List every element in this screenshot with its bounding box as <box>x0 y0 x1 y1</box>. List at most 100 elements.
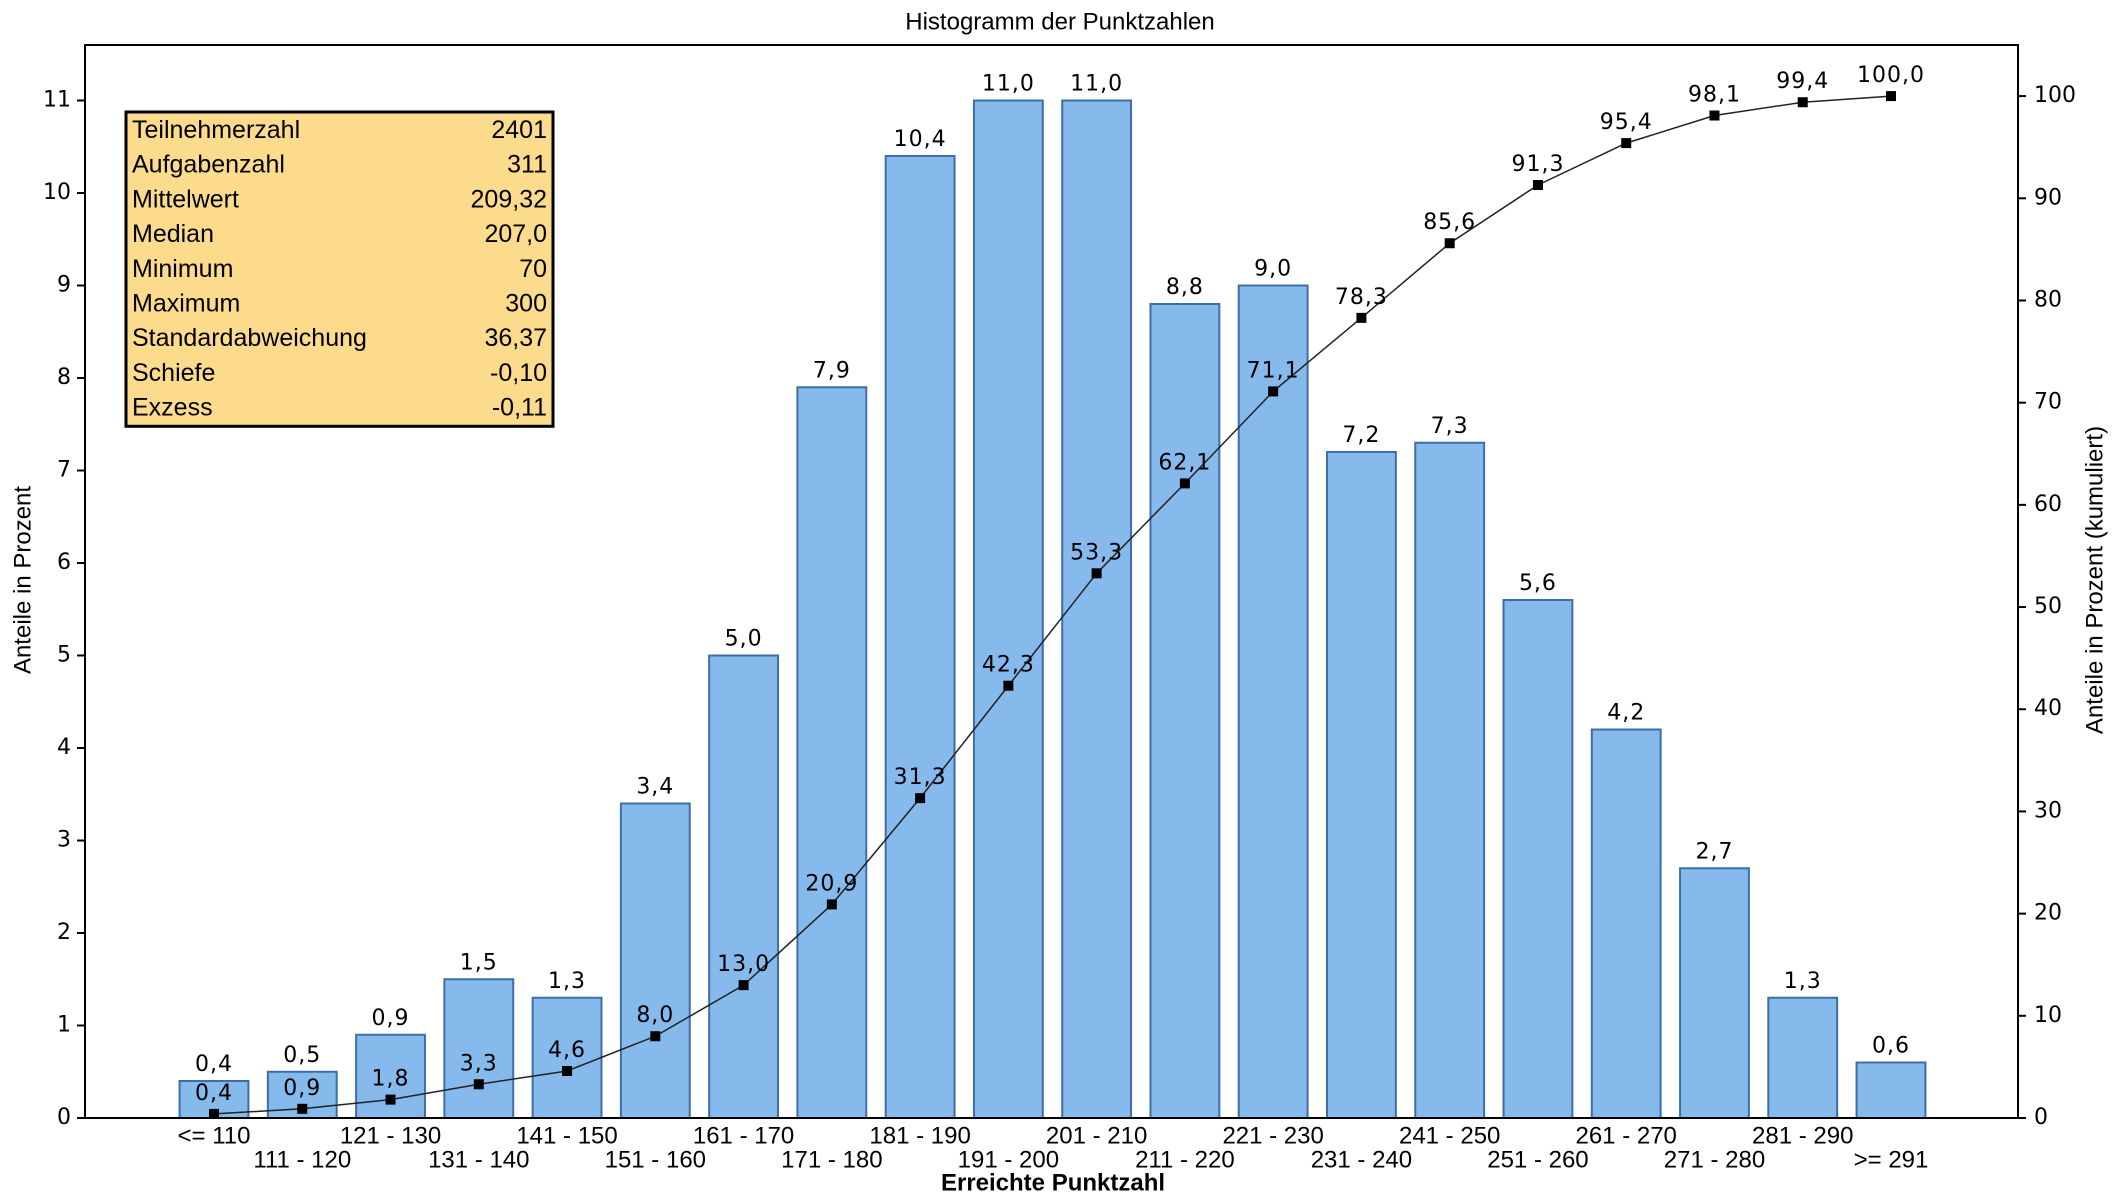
stats-value: 70 <box>519 255 547 283</box>
bar <box>1414 441 1486 1119</box>
bar-value-label: 11,0 <box>1070 72 1123 97</box>
bar <box>796 386 868 1119</box>
bar <box>531 996 603 1119</box>
x-tick-label: 261 - 270 <box>1575 1122 1676 1149</box>
cumulative-value-label: 85,6 <box>1423 210 1476 235</box>
x-tick-label: 231 - 240 <box>1311 1146 1412 1173</box>
stats-label: Standardabweichung <box>132 324 367 352</box>
cumulative-marker <box>826 899 837 910</box>
bar-value-label: 7,2 <box>1342 423 1380 448</box>
cumulative-value-label: 42,3 <box>982 653 1035 678</box>
stats-value: -0,10 <box>490 359 547 387</box>
stats-label: Median <box>132 220 214 248</box>
y-tick-label: 6 <box>57 550 71 575</box>
cumulative-marker <box>1268 386 1279 397</box>
cumulative-value-label: 53,3 <box>1070 540 1123 565</box>
cumulative-value-label: 71,1 <box>1247 358 1300 383</box>
y-tick-label: 3 <box>57 828 71 853</box>
y-tick-label: 10 <box>43 180 71 205</box>
bar-value-label: 11,0 <box>982 72 1035 97</box>
stats-label: Aufgabenzahl <box>132 151 285 179</box>
stats-value: 209,32 <box>471 185 547 213</box>
y2-tick-label: 90 <box>2034 185 2062 210</box>
x-tick-label: 171 - 180 <box>781 1146 882 1173</box>
bar-value-label: 2,7 <box>1695 839 1733 864</box>
x-tick-label: 121 - 130 <box>340 1122 441 1149</box>
cumulative-marker <box>1797 97 1808 108</box>
y2-axis-title: Anteile in Prozent (kumuliert) <box>2081 426 2108 734</box>
cumulative-marker <box>385 1094 396 1105</box>
cumulative-value-label: 13,0 <box>717 952 770 977</box>
plot-frame <box>84 44 2019 1119</box>
x-tick-label: 181 - 190 <box>869 1122 970 1149</box>
x-tick-label: 191 - 200 <box>958 1146 1059 1173</box>
bar-value-label: 3,4 <box>636 775 674 800</box>
cumulative-value-label: 0,9 <box>283 1076 321 1101</box>
x-tick-label: 221 - 230 <box>1222 1122 1323 1149</box>
stats-value: 36,37 <box>484 324 547 352</box>
y-tick-label: 11 <box>43 88 71 113</box>
bar <box>1679 867 1750 1119</box>
x-axis-title: Erreichte Punktzahl <box>941 1169 1165 1196</box>
x-tick-label: 271 - 280 <box>1664 1146 1765 1173</box>
cumulative-value-label: 95,4 <box>1600 110 1653 135</box>
bar-value-label: 10,4 <box>894 127 947 152</box>
bar <box>1502 599 1574 1119</box>
cumulative-value-label: 20,9 <box>805 871 858 896</box>
cumulative-value-label: 98,1 <box>1688 83 1741 108</box>
bar-value-label: 7,3 <box>1431 414 1469 439</box>
cumulative-value-label: 4,6 <box>548 1038 586 1063</box>
bar-value-label: 0,9 <box>372 1006 410 1031</box>
cumulative-value-label: 99,4 <box>1776 69 1829 94</box>
cumulative-marker <box>915 793 926 804</box>
y2-tick-label: 70 <box>2034 390 2062 415</box>
y2-tick-label: 20 <box>2034 901 2062 926</box>
y-tick-label: 8 <box>57 365 71 390</box>
stats-value: 207,0 <box>484 220 547 248</box>
cumulative-value-label: 0,4 <box>195 1081 233 1106</box>
bar <box>1061 99 1133 1119</box>
x-tick-label: 241 - 250 <box>1399 1122 1500 1149</box>
bar-value-label: 5,0 <box>725 627 763 652</box>
cumulative-marker <box>1003 680 1014 691</box>
cumulative-marker <box>473 1079 484 1090</box>
cumulative-marker <box>1532 180 1543 191</box>
bar-value-label: 0,5 <box>283 1043 321 1068</box>
x-tick-label: 211 - 220 <box>1135 1146 1235 1173</box>
cumulative-marker <box>1444 238 1455 249</box>
y2-tick-label: 80 <box>2034 287 2062 312</box>
cumulative-marker <box>650 1031 661 1042</box>
cumulative-marker <box>1886 91 1896 102</box>
stats-value: -0,11 <box>492 394 547 422</box>
bar <box>1767 996 1839 1119</box>
y-tick-label: 1 <box>57 1013 71 1038</box>
stats-label: Schiefe <box>132 359 215 387</box>
y2-tick-label: 30 <box>2034 798 2062 823</box>
y2-tick-label: 60 <box>2034 492 2062 517</box>
stats-label: Exzess <box>132 394 213 422</box>
x-tick-label: 131 - 140 <box>428 1146 529 1173</box>
bar <box>619 802 691 1119</box>
cumulative-value-label: 31,3 <box>894 765 947 790</box>
bar <box>1149 303 1221 1119</box>
y-tick-label: 4 <box>57 735 71 760</box>
bar-value-label: 1,3 <box>1784 969 1822 994</box>
bar-value-label: 0,6 <box>1872 1034 1910 1059</box>
bar <box>1325 451 1397 1119</box>
bar-value-label: 4,2 <box>1607 701 1645 726</box>
bar <box>972 99 1044 1119</box>
y-tick-label: 0 <box>57 1105 71 1130</box>
cumulative-value-label: 3,3 <box>460 1051 498 1076</box>
cumulative-value-label: 78,3 <box>1335 285 1388 310</box>
cumulative-marker <box>297 1103 308 1114</box>
stats-value: 2401 <box>491 116 547 144</box>
bar-value-label: 8,8 <box>1166 275 1204 300</box>
y-axis-title: Anteile in Prozent <box>9 486 36 674</box>
chart-title: Histogramm der Punktzahlen <box>905 8 1214 35</box>
cumulative-value-label: 62,1 <box>1158 450 1211 475</box>
cumulative-line <box>213 95 1892 1115</box>
bar <box>1855 1061 1927 1119</box>
x-tick-label: 151 - 160 <box>605 1146 706 1173</box>
cumulative-marker <box>738 980 749 991</box>
cumulative-marker <box>1179 478 1190 489</box>
